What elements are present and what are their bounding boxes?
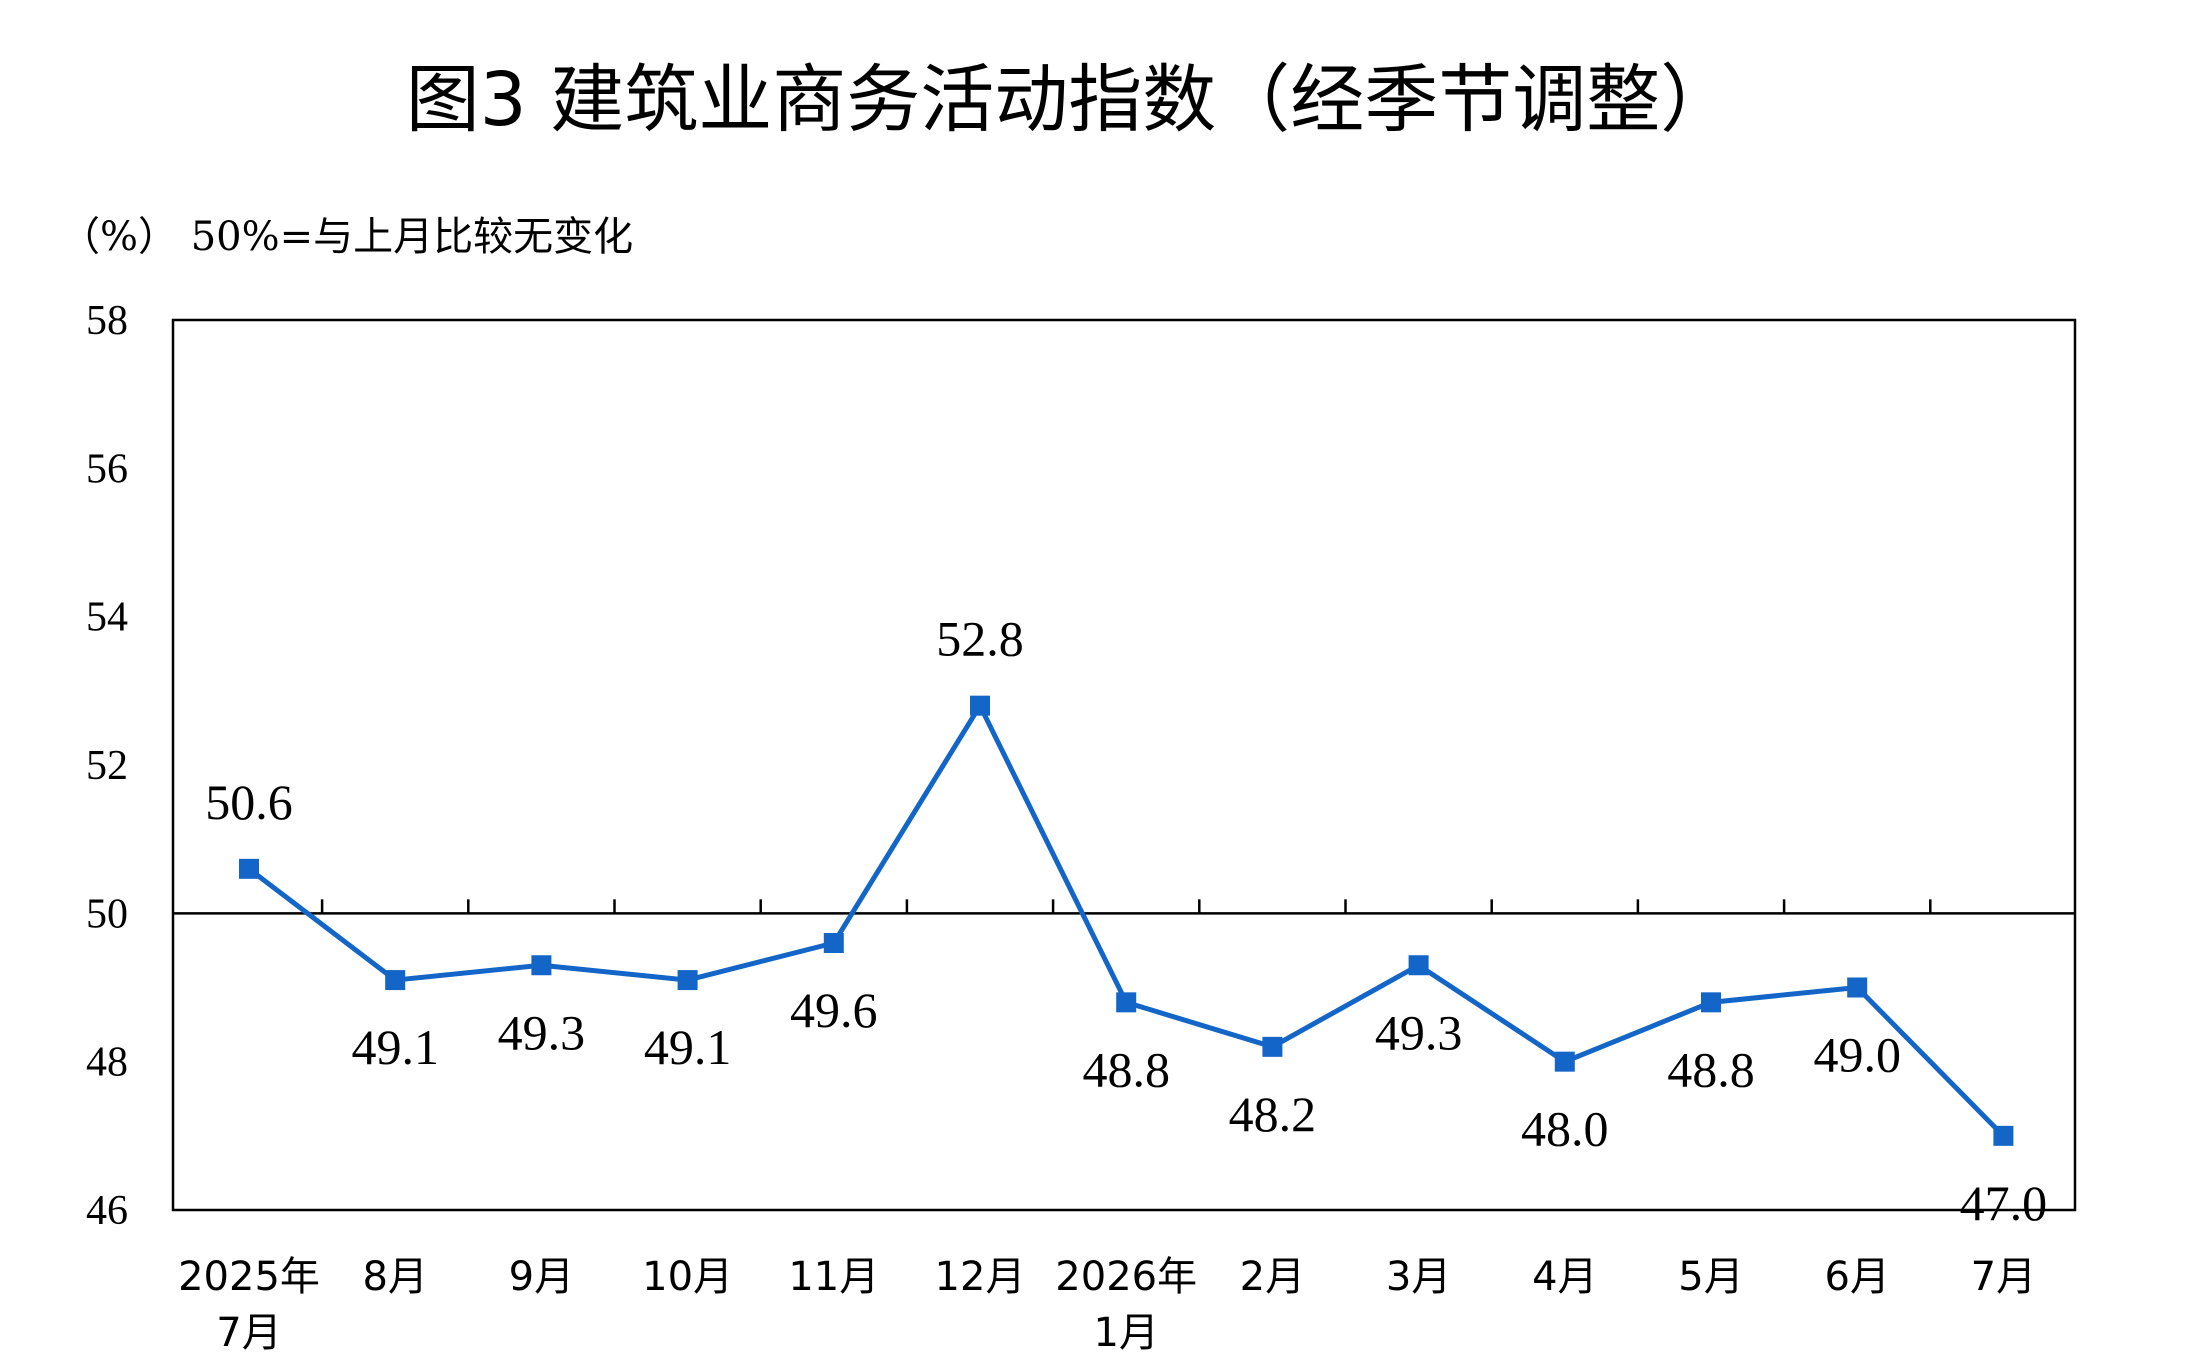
x-tick-label: 10月 <box>642 1254 733 1300</box>
data-point <box>1408 955 1429 976</box>
data-label: 48.8 <box>1667 1041 1755 1097</box>
data-point <box>1701 992 1721 1013</box>
data-label: 52.8 <box>936 611 1024 667</box>
x-tick-label: 8月 <box>362 1254 427 1300</box>
chart-title: 图3 建筑业商务活动指数（经季节调整） <box>406 57 1735 143</box>
data-label: 49.3 <box>1375 1004 1463 1060</box>
x-tick-label: 1月 <box>1093 1310 1158 1356</box>
data-point <box>970 695 990 716</box>
data-label: 49.1 <box>644 1019 732 1075</box>
data-point <box>385 970 406 991</box>
data-label: 49.6 <box>790 982 878 1038</box>
x-tick-label: 6月 <box>1824 1254 1889 1300</box>
x-tick-label: 3月 <box>1386 1254 1451 1300</box>
x-tick-label: 2025年 <box>178 1254 320 1300</box>
x-tick-label: 7月 <box>216 1310 281 1356</box>
x-tick-label: 9月 <box>509 1254 574 1300</box>
x-tick-label: 12月 <box>935 1254 1026 1300</box>
y-tick-label: 46 <box>86 1188 128 1234</box>
y-axis: 46 48 50 52 54 56 58 <box>86 298 2075 1234</box>
data-point <box>1262 1036 1283 1057</box>
data-label: 49.0 <box>1813 1027 1901 1083</box>
series-group: 50.6 49.1 49.3 49.1 49.6 52.8 48.8 48.2 49.3 48.0… <box>205 611 2047 1231</box>
data-point <box>531 955 552 976</box>
x-tick-label: 4月 <box>1532 1254 1597 1300</box>
y-tick-label: 52 <box>86 743 128 789</box>
data-point <box>1116 992 1137 1013</box>
data-label: 48.8 <box>1082 1041 1170 1097</box>
data-point <box>239 858 259 879</box>
x-tick-label: 7月 <box>1971 1254 2036 1300</box>
y-tick-label: 56 <box>86 446 128 492</box>
x-tick-label: 2月 <box>1240 1254 1305 1300</box>
y-tick-label: 54 <box>86 595 128 641</box>
data-point <box>823 933 844 953</box>
data-label: 48.2 <box>1229 1086 1317 1142</box>
y-tick-label: 50 <box>86 891 128 937</box>
x-tick-label: 5月 <box>1678 1254 1743 1300</box>
x-tick-label: 2026年 <box>1055 1254 1197 1300</box>
unit-label: （%） 50%=与上月比较无变化 <box>60 214 633 260</box>
data-point <box>1847 977 1868 998</box>
y-tick-label: 58 <box>86 298 128 344</box>
x-axis: 2025年 7月 8月 9月 10月 11月 12月 2026年 1月 2月 3月 4月 5月 6月 7月 <box>178 899 2036 1356</box>
data-label: 50.6 <box>205 774 293 830</box>
data-label: 49.1 <box>351 1019 439 1075</box>
data-point <box>677 970 698 991</box>
data-label: 49.3 <box>498 1004 586 1060</box>
x-tick-label: 11月 <box>788 1254 879 1300</box>
data-label: 48.0 <box>1521 1101 1609 1157</box>
data-point <box>1993 1125 2014 1146</box>
data-label: 47.0 <box>1960 1175 2048 1231</box>
plot-frame <box>171 318 2077 1212</box>
y-tick-label: 48 <box>86 1040 128 1086</box>
data-point <box>1554 1051 1575 1072</box>
